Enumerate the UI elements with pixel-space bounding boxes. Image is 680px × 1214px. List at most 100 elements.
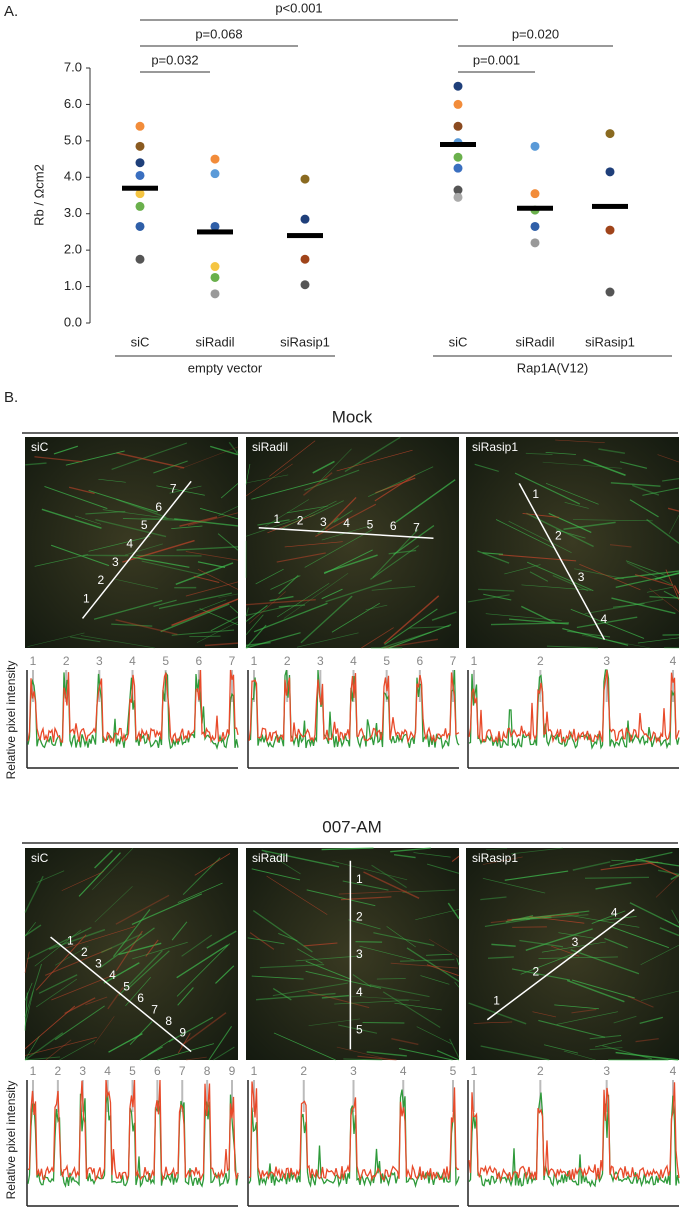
data-point: [211, 262, 220, 271]
line-number: 7: [151, 1002, 158, 1016]
profile-number: 7: [229, 654, 236, 668]
y-tick-label: 2.0: [64, 242, 82, 257]
data-point: [606, 167, 615, 176]
data-point: [136, 171, 145, 180]
line-number: 4: [343, 516, 350, 530]
profile-number: 6: [195, 654, 202, 668]
image-label: siRadil: [252, 440, 288, 454]
line-number: 3: [572, 935, 579, 949]
y-axis-label: Relative pixel intensity: [4, 1081, 18, 1200]
mean-bar: [287, 233, 323, 238]
row-title: 007-AM: [322, 817, 382, 836]
data-point: [136, 142, 145, 151]
line-number: 6: [155, 500, 162, 514]
data-point: [454, 82, 463, 91]
line-number: 1: [273, 512, 280, 526]
line-number: 7: [170, 482, 177, 496]
data-point: [454, 122, 463, 131]
profile-number: 4: [670, 654, 677, 668]
profile-number: 2: [537, 654, 544, 668]
intensity-trace: [469, 670, 679, 742]
data-point: [454, 153, 463, 162]
profile-number: 1: [30, 1064, 37, 1078]
p-value: p=0.032: [151, 52, 198, 67]
data-point: [136, 122, 145, 131]
profile-number: 1: [251, 1064, 258, 1078]
fiber: [512, 927, 547, 928]
group-label: empty vector: [188, 360, 263, 375]
line-number: 2: [532, 964, 539, 978]
line-number: 4: [611, 905, 618, 919]
x-tick-label: siRasip1: [585, 334, 635, 349]
line-number: 3: [95, 957, 102, 971]
profile-number: 2: [55, 1064, 62, 1078]
data-point: [454, 164, 463, 173]
y-tick-label: 0.0: [64, 314, 82, 329]
profile-number: 2: [63, 654, 70, 668]
data-point: [211, 273, 220, 282]
line-number: 4: [600, 612, 607, 626]
image-label: siRasip1: [472, 440, 518, 454]
line-number: 2: [97, 573, 104, 587]
profile-number: 4: [670, 1064, 677, 1078]
data-point: [301, 175, 310, 184]
profile-number: 4: [104, 1064, 111, 1078]
image-label: siRadil: [252, 851, 288, 865]
data-point: [606, 226, 615, 235]
data-point: [531, 142, 540, 151]
line-number: 1: [83, 591, 90, 605]
data-point: [211, 289, 220, 298]
data-point: [531, 238, 540, 247]
profile-number: 2: [300, 1064, 307, 1078]
profile-number: 7: [450, 654, 457, 668]
intensity-trace: [469, 1082, 679, 1180]
profile-number: 2: [537, 1064, 544, 1078]
profile-number: 1: [30, 654, 37, 668]
line-number: 8: [165, 1014, 172, 1028]
profile-number: 4: [350, 654, 357, 668]
image-label: siC: [31, 851, 49, 865]
line-number: 2: [81, 945, 88, 959]
line-number: 6: [137, 991, 144, 1005]
image-label: siC: [31, 440, 49, 454]
mean-bar: [197, 229, 233, 234]
data-point: [606, 129, 615, 138]
y-axis-label: Relative pixel intensity: [4, 661, 18, 780]
p-value: p=0.020: [512, 26, 559, 41]
line-number: 1: [356, 872, 363, 886]
line-number: 6: [390, 519, 397, 533]
line-number: 5: [123, 979, 130, 993]
row-title: Mock: [332, 407, 373, 426]
y-tick-label: 3.0: [64, 205, 82, 220]
y-tick-label: 1.0: [64, 278, 82, 293]
x-tick-label: siRadil: [515, 334, 554, 349]
fiber: [356, 942, 383, 943]
profile-number: 2: [284, 654, 291, 668]
profile-number: 3: [350, 1064, 357, 1078]
data-point: [136, 158, 145, 167]
data-point: [301, 255, 310, 264]
panel-label: A.: [4, 3, 18, 20]
mean-bar: [592, 204, 628, 209]
profile-number: 9: [229, 1064, 236, 1078]
data-point: [301, 280, 310, 289]
data-point: [454, 193, 463, 202]
micrograph: [466, 437, 679, 648]
y-tick-label: 6.0: [64, 96, 82, 111]
profile-number: 1: [471, 654, 478, 668]
line-number: 2: [555, 529, 562, 543]
data-point: [454, 100, 463, 109]
line-number: 3: [112, 555, 119, 569]
data-point: [531, 222, 540, 231]
profile-number: 6: [154, 1064, 161, 1078]
p-value: p=0.001: [473, 52, 520, 67]
profile-number: 3: [317, 654, 324, 668]
line-number: 1: [67, 934, 74, 948]
profile-number: 1: [251, 654, 258, 668]
profile-number: 5: [162, 654, 169, 668]
line-number: 4: [109, 968, 116, 982]
line-number: 3: [578, 570, 585, 584]
y-tick-label: 4.0: [64, 169, 82, 184]
profile-number: 5: [383, 654, 390, 668]
